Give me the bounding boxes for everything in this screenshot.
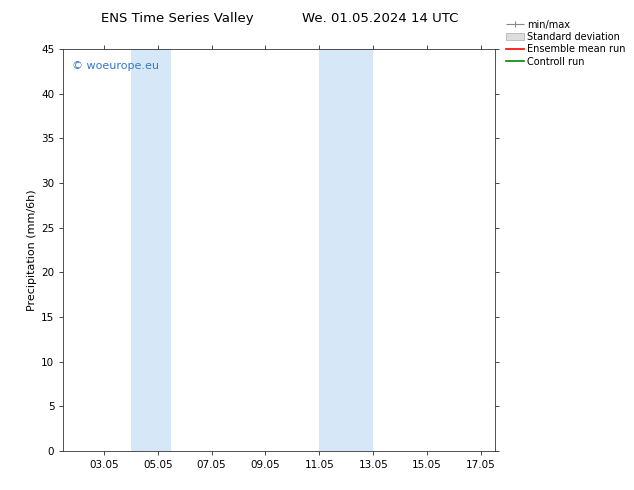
Bar — [131, 49, 171, 451]
Text: We. 01.05.2024 14 UTC: We. 01.05.2024 14 UTC — [302, 12, 458, 25]
Y-axis label: Precipitation (mm/6h): Precipitation (mm/6h) — [27, 189, 37, 311]
Text: © woeurope.eu: © woeurope.eu — [72, 61, 159, 71]
Text: ENS Time Series Valley: ENS Time Series Valley — [101, 12, 254, 25]
Bar — [320, 49, 373, 451]
Legend: min/max, Standard deviation, Ensemble mean run, Controll run: min/max, Standard deviation, Ensemble me… — [506, 20, 626, 67]
